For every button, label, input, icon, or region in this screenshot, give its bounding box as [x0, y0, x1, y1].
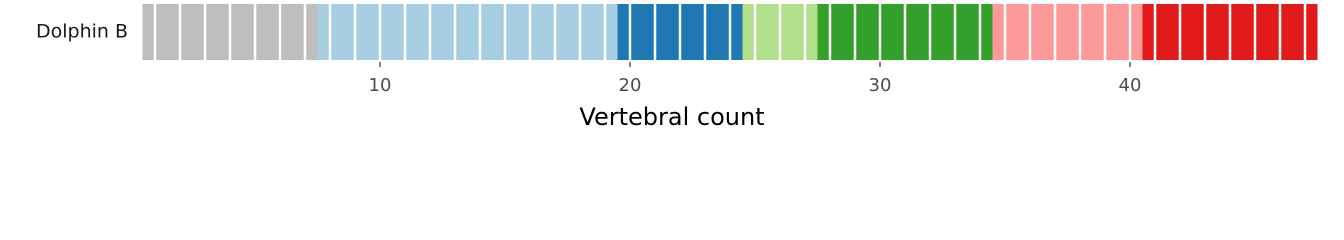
- x-axis-label: Vertebral count: [579, 103, 764, 131]
- x-tick-label: 40: [1119, 75, 1142, 96]
- chart: Vertebral count Dolphin B 10 20 30 40: [36, 4, 1318, 131]
- bar-segment: [992, 4, 1143, 60]
- x-tick-label: 20: [619, 75, 642, 96]
- x-tick-label: 30: [869, 75, 892, 96]
- bar-segment: [317, 4, 618, 60]
- x-tick-label: 10: [369, 75, 392, 96]
- y-tick-label: Dolphin B: [36, 21, 128, 43]
